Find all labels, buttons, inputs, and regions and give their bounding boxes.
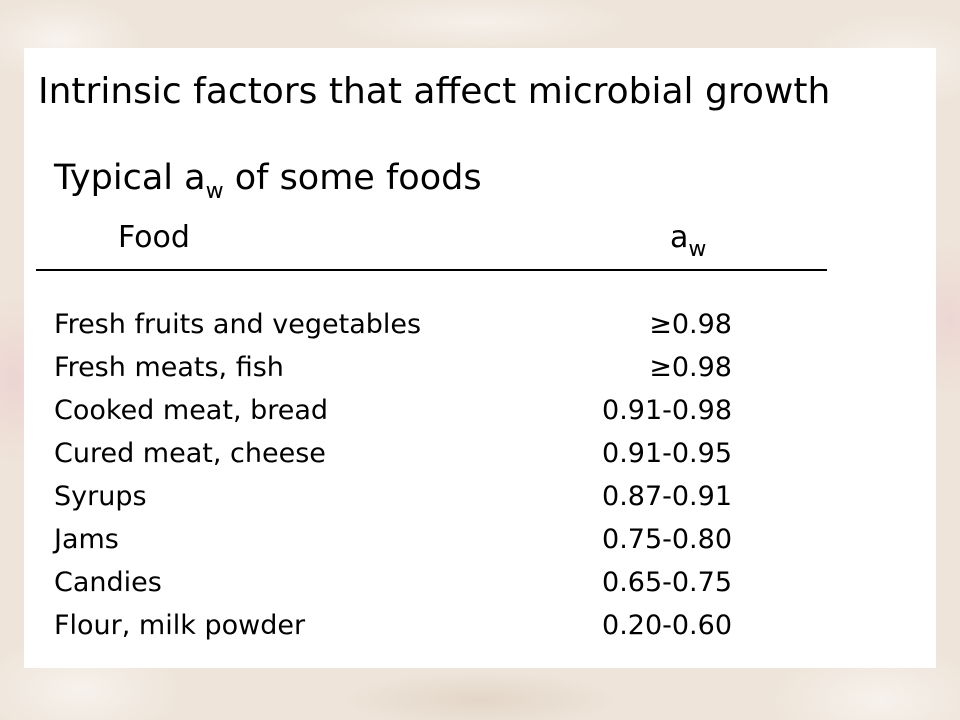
table-row: Syrups 0.87-0.91 [54, 476, 754, 518]
aw-cell: 0.20-0.60 [602, 610, 732, 641]
column-header-food: Food [118, 220, 190, 255]
aw-cell: 0.91-0.95 [602, 438, 732, 469]
aw-cell: ≥0.98 [649, 352, 732, 383]
table-row: Jams 0.75-0.80 [54, 519, 754, 561]
table-row: Cured meat, cheese 0.91-0.95 [54, 433, 754, 475]
food-cell: Flour, milk powder [54, 610, 306, 641]
food-cell: Fresh meats, fish [54, 352, 284, 383]
table-row: Candies 0.65-0.75 [54, 562, 754, 604]
aw-cell: 0.87-0.91 [602, 481, 732, 512]
column-header-aw-main: a [670, 220, 689, 255]
column-header-aw-subscript: w [688, 237, 707, 262]
column-header-aw: aw [670, 218, 707, 262]
food-cell: Fresh fruits and vegetables [54, 309, 422, 340]
food-cell: Candies [54, 567, 162, 598]
table-row: Fresh fruits and vegetables ≥0.98 [54, 304, 754, 346]
table-row: Cooked meat, bread 0.91-0.98 [54, 390, 754, 432]
table-title-suffix: of some foods [223, 158, 482, 198]
aw-cell: 0.65-0.75 [602, 567, 732, 598]
food-cell: Cooked meat, bread [54, 395, 329, 426]
header-divider [36, 269, 827, 271]
table-row: Fresh meats, fish ≥0.98 [54, 347, 754, 389]
food-cell: Syrups [54, 481, 147, 512]
aw-cell: 0.91-0.98 [602, 395, 732, 426]
table-row: Flour, milk powder 0.20-0.60 [54, 605, 754, 647]
table-title: Typical aw of some foods [54, 156, 482, 205]
table-title-prefix: Typical a [54, 158, 206, 198]
table-title-subscript: w [205, 179, 224, 204]
food-cell: Cured meat, cheese [54, 438, 326, 469]
aw-cell: ≥0.98 [649, 309, 732, 340]
food-cell: Jams [54, 524, 119, 555]
slide-panel: Intrinsic factors that affect microbial … [24, 48, 936, 668]
slide-title: Intrinsic factors that affect microbial … [38, 71, 831, 112]
aw-cell: 0.75-0.80 [602, 524, 732, 555]
